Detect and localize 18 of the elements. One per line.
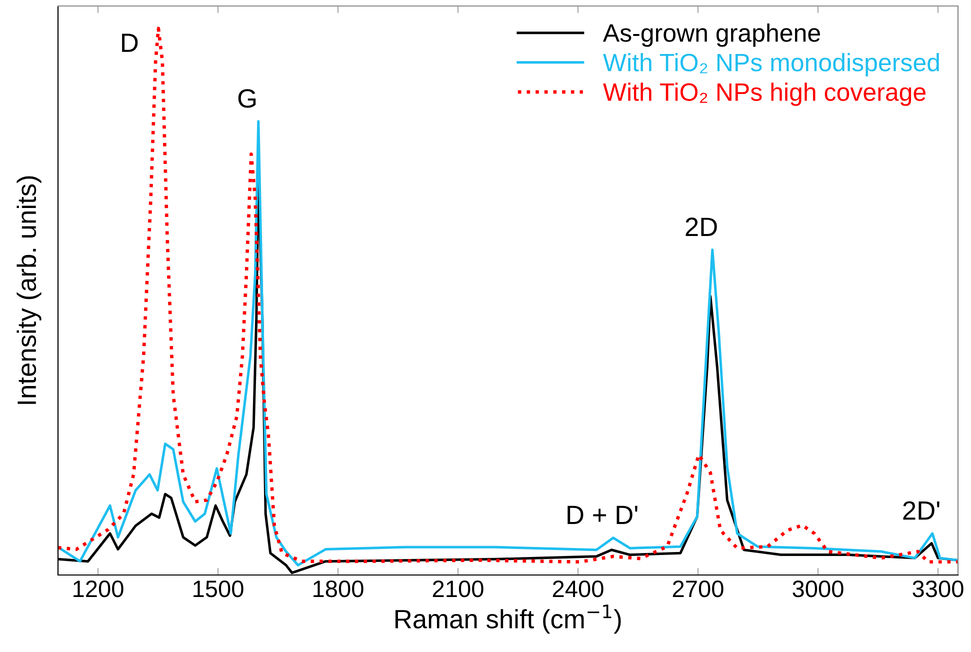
legend-label: With TiO₂ NPs high coverage xyxy=(603,82,926,106)
legend-label: With TiO₂ NPs monodispersed xyxy=(603,53,939,76)
annotation: 2D xyxy=(686,218,717,236)
annotation: G xyxy=(238,89,256,108)
x-tick-label: 1200 xyxy=(74,580,124,598)
x-tick-label: 2400 xyxy=(552,580,604,598)
x-tick-label: 1500 xyxy=(194,580,244,598)
x-tick-label: 2700 xyxy=(672,580,724,598)
x-tick-label: 1800 xyxy=(314,580,364,598)
annotation: D xyxy=(122,34,138,52)
x-tick-label: 3000 xyxy=(792,580,844,598)
x-axis-title: Raman shift (cm$^{−1}$) xyxy=(396,604,621,634)
legend-label: As-grown graphene xyxy=(602,24,820,47)
annotation: D + D' xyxy=(568,506,638,524)
annotation: 2D' xyxy=(903,501,940,520)
x-tick-label: 3300 xyxy=(912,580,964,598)
y-axis-title: Intensity (arb. units) xyxy=(16,176,42,404)
x-tick-label: 2100 xyxy=(432,580,484,598)
